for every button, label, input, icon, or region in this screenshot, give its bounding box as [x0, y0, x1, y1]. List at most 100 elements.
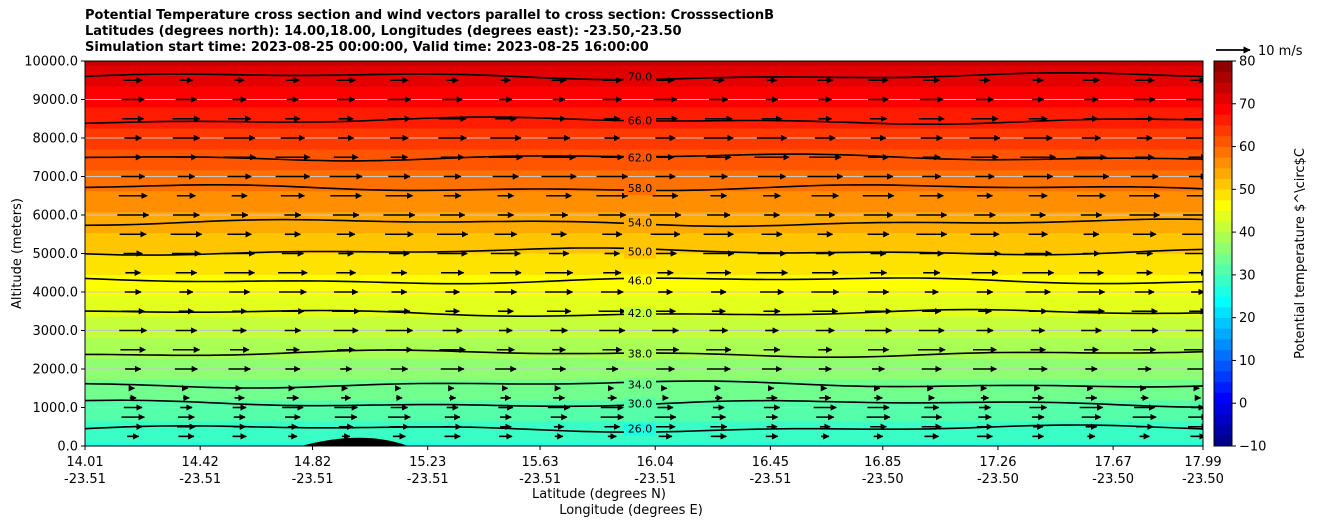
colorbar-band [1214, 156, 1232, 169]
title-line-2: Latitudes (degrees north): 14.00,18.00, … [85, 24, 682, 39]
colorbar-band [1214, 135, 1232, 147]
x-tick-label-lon: -23.51 [64, 472, 106, 487]
colorbar-band [1214, 210, 1232, 222]
y-tick-label: 5000.0 [33, 247, 79, 262]
colorbar-band [1214, 103, 1232, 115]
colorbar-band [1214, 221, 1232, 233]
y-axis: 0.0 1000.0 2000.0 3000.0 4000.0 5000.0 6000.0 7… [24, 55, 85, 455]
contour-label-bg [624, 182, 656, 196]
colorbar-tick-label: 30 [1239, 268, 1256, 283]
y-tick-label: 6000.0 [33, 209, 79, 224]
y-tick-label: 2000.0 [33, 363, 79, 378]
x-tick-label-lon: -23.51 [749, 472, 791, 487]
contour-label: 42.0 [628, 307, 653, 320]
colorbar-band [1214, 82, 1232, 94]
wind-vectors [117, 77, 1203, 440]
y-tick-label: 0.0 [57, 440, 78, 455]
x-tick-label-lat: 15.23 [409, 455, 446, 470]
contour-label-bg [624, 245, 656, 259]
y-tick-label: 1000.0 [33, 401, 79, 416]
colorbar-band [1214, 274, 1232, 286]
x-tick-label-lon: -23.51 [292, 472, 334, 487]
colorbar-band [1214, 253, 1232, 265]
x-tick-label-lon: -23.51 [519, 472, 561, 487]
colorbar-band [1214, 189, 1232, 201]
contour-label-bg [624, 274, 656, 288]
wind-key: 10 m/s [1216, 44, 1303, 59]
contour-labels: 26.0 30.0 34.0 38.0 42.0 46.0 50.0 54.0 58.0 62.0… [624, 70, 656, 436]
colorbar-band [1214, 328, 1232, 340]
y-tick-label: 7000.0 [33, 170, 79, 185]
terrain [301, 437, 409, 446]
x-tick-label-lon: -23.51 [407, 472, 449, 487]
colorbar-band [1214, 199, 1232, 212]
contour-label: 34.0 [628, 378, 653, 391]
x-tick-label-lon: -23.50 [1092, 472, 1134, 487]
contour-label-bg [624, 397, 656, 411]
colorbar-band [1214, 413, 1232, 425]
x-tick-label-lat: 17.26 [979, 455, 1016, 470]
contour-label-bg [624, 307, 656, 321]
chart-title: Potential Temperature cross section and … [85, 8, 774, 56]
contour-label: 58.0 [628, 182, 653, 195]
contour-label: 62.0 [628, 151, 653, 164]
colorbar-band [1214, 71, 1232, 83]
contour-label: 26.0 [628, 423, 653, 436]
colorbar-band [1214, 242, 1232, 254]
x-tick-label-lat: 14.42 [182, 455, 219, 470]
colorbar-tick-label: 80 [1239, 55, 1256, 70]
colorbar-band [1214, 167, 1232, 179]
contour-label: 38.0 [628, 348, 653, 361]
x-tick-label-lat: 14.01 [66, 455, 103, 470]
gridlines [85, 99, 1203, 408]
y-tick-label: 10000.0 [24, 55, 78, 70]
colorbar-band [1214, 381, 1232, 393]
colorbar-band [1214, 231, 1232, 244]
y-tick-label: 4000.0 [33, 286, 79, 301]
contour-label-bg [624, 114, 656, 128]
title-line-1: Potential Temperature cross section and … [85, 8, 775, 23]
contour-label-bg [624, 347, 656, 361]
field-band [85, 253, 1203, 275]
x-tick-label-lat: 16.04 [637, 455, 674, 470]
x-tick-label-lat: 15.63 [521, 455, 558, 470]
contour-label: 54.0 [628, 217, 653, 230]
x-tick-label-lon: -23.50 [862, 472, 904, 487]
colorbar-band [1214, 306, 1232, 318]
colorbar-tick-label: 0 [1239, 397, 1247, 412]
colorbar-band [1214, 263, 1232, 276]
field-band [85, 61, 1203, 66]
colorbar-band [1214, 146, 1232, 158]
colorbar-tick-label: 20 [1239, 311, 1256, 326]
x-tick-label-lat: 17.99 [1184, 455, 1221, 470]
x-tick-label-lat: 16.45 [752, 455, 789, 470]
colorbar-band [1214, 295, 1232, 308]
contour-label-bg [624, 422, 656, 436]
colorbar: −10 0 10 20 30 40 50 60 70 80 Potential temperatur… [1213, 55, 1308, 455]
contour-label: 30.0 [628, 398, 653, 411]
contour-label-bg [624, 151, 656, 165]
colorbar-band [1214, 360, 1232, 372]
x-tick-label-lat: 14.82 [294, 455, 331, 470]
x-tick-label-lat: 17.67 [1095, 455, 1132, 470]
field-band [85, 315, 1203, 338]
colorbar-tick-label: 70 [1239, 97, 1256, 112]
terrain-shape [301, 437, 409, 446]
colorbar-band [1214, 60, 1232, 72]
colorbar-band [1214, 92, 1232, 105]
y-tick-label: 8000.0 [33, 132, 79, 147]
colorbar-band [1214, 349, 1232, 361]
y-tick-label: 9000.0 [33, 93, 79, 108]
x-tick-label-lat: 16.85 [864, 455, 901, 470]
colorbar-band [1214, 424, 1232, 436]
x-tick-label-lon: -23.51 [179, 472, 221, 487]
colorbar-band [1214, 285, 1232, 297]
colorbar-band [1214, 338, 1232, 351]
colorbar-band [1214, 124, 1232, 137]
y-tick-label: 3000.0 [33, 324, 79, 339]
contour-label: 70.0 [628, 70, 653, 83]
contour-label-bg [624, 216, 656, 230]
colorbar-band [1214, 435, 1232, 447]
wind-key-label: 10 m/s [1258, 44, 1303, 59]
